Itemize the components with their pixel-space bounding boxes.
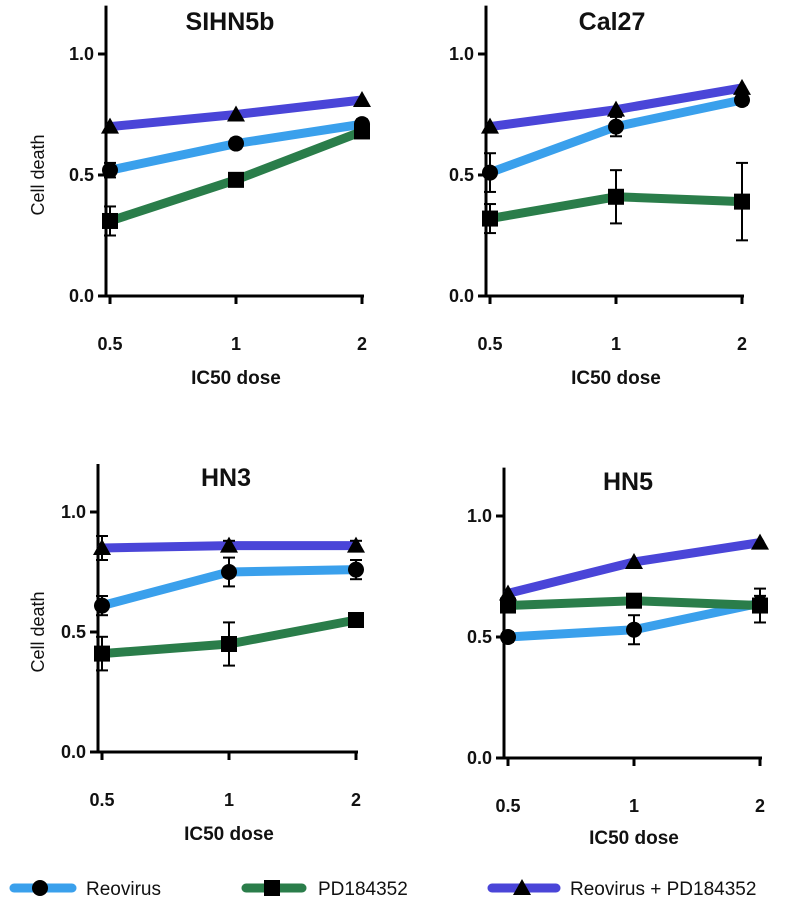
legend-item: PD184352 xyxy=(241,879,408,900)
data-point-triangle xyxy=(347,536,365,553)
y-tick-label: 0.5 xyxy=(467,627,492,647)
data-point-circle xyxy=(608,118,624,135)
data-point-square xyxy=(102,212,118,229)
data-point-triangle xyxy=(101,117,119,134)
x-tick-label: 2 xyxy=(351,790,361,810)
chart-title: Cal27 xyxy=(579,8,646,36)
data-point-square xyxy=(482,210,498,227)
legend-label: Reovirus xyxy=(86,879,161,900)
x-tick-label: 0.5 xyxy=(97,334,122,354)
x-axis-label: IC50 dose xyxy=(589,828,679,849)
data-point-circle xyxy=(734,91,750,108)
data-point-triangle xyxy=(227,105,245,122)
data-point-square xyxy=(94,645,110,662)
y-tick-label: 1.0 xyxy=(467,506,492,526)
x-axis-label: IC50 dose xyxy=(571,368,661,389)
x-tick-label: 1 xyxy=(231,334,241,354)
y-tick-label: 0.0 xyxy=(61,742,86,762)
x-tick-label: 1 xyxy=(224,790,234,810)
legend-label: PD184352 xyxy=(318,879,408,900)
chart-panel-2: Cal27 0.0 0.5 1.0 0.5 1 2 IC50 dose xyxy=(449,5,751,389)
data-point-circle xyxy=(102,162,118,179)
y-tick-label: 0.5 xyxy=(449,165,474,185)
data-point-triangle xyxy=(93,539,111,555)
data-point-circle xyxy=(500,629,516,645)
x-tick-label: 1 xyxy=(611,334,621,354)
y-tick-label: 0.0 xyxy=(69,286,94,306)
y-tick-label: 0.0 xyxy=(467,748,492,768)
data-point-triangle xyxy=(481,117,499,134)
x-tick-label: 0.5 xyxy=(495,796,520,816)
chart-panel-1: SIHN5b 0.0 0.5 1.0 0.5 1 2 IC50 dose Cell death xyxy=(28,5,371,389)
legend-marker-square xyxy=(264,880,280,896)
x-tick-label: 2 xyxy=(357,334,367,354)
data-point-circle xyxy=(94,597,110,614)
x-tick-label: 0.5 xyxy=(89,790,114,810)
data-point-triangle xyxy=(751,533,769,550)
chart-title: SIHN5b xyxy=(186,8,275,36)
x-axis-label: IC50 dose xyxy=(184,824,274,845)
x-tick-label: 1 xyxy=(629,796,639,816)
data-point-triangle xyxy=(353,90,371,107)
data-point-square xyxy=(734,193,750,210)
y-tick-label: 0.5 xyxy=(61,622,86,642)
data-point-triangle xyxy=(607,100,625,117)
legend-item: Reovirus xyxy=(9,879,161,900)
legend-marker-triangle xyxy=(513,879,531,895)
data-point-triangle xyxy=(220,536,238,553)
data-point-triangle xyxy=(625,552,643,569)
data-point-square xyxy=(626,592,642,609)
data-point-square xyxy=(354,123,370,140)
y-tick-label: 1.0 xyxy=(449,44,474,64)
legend: Reovirus PD184352 Reovirus + PD184352 xyxy=(9,879,756,900)
data-point-square xyxy=(228,171,244,188)
data-point-circle xyxy=(348,561,364,578)
y-tick-label: 0.5 xyxy=(69,165,94,185)
data-point-triangle xyxy=(499,584,517,601)
data-point-circle xyxy=(482,164,498,181)
chart-title: HN3 xyxy=(201,464,251,492)
legend-marker-circle xyxy=(32,880,48,896)
data-point-circle xyxy=(626,621,642,638)
legend-label: Reovirus + PD184352 xyxy=(570,879,756,900)
data-point-square xyxy=(500,597,516,614)
x-tick-label: 2 xyxy=(737,334,747,354)
y-tick-label: 1.0 xyxy=(69,44,94,64)
data-point-square xyxy=(348,612,364,628)
y-tick-label: 1.0 xyxy=(61,502,86,522)
chart-panel-3: HN3 0.0 0.5 1.0 0.5 1 2 IC50 dose Cell death xyxy=(28,464,365,845)
data-point-square xyxy=(221,636,237,652)
data-point-triangle xyxy=(733,78,751,95)
legend-item: Reovirus + PD184352 xyxy=(487,879,756,900)
y-tick-label: 0.0 xyxy=(449,286,474,306)
data-point-square xyxy=(608,188,624,205)
x-axis-label: IC50 dose xyxy=(191,368,281,389)
y-axis-label: Cell death xyxy=(28,134,48,215)
x-tick-label: 2 xyxy=(755,796,765,816)
chart-title: HN5 xyxy=(603,468,653,496)
data-point-circle xyxy=(221,564,237,580)
data-point-square xyxy=(752,597,768,614)
data-point-circle xyxy=(228,135,244,152)
x-tick-label: 0.5 xyxy=(477,334,502,354)
y-axis-label: Cell death xyxy=(28,591,48,672)
chart-panel-4: HN5 0.0 0.5 1.0 0.5 1 2 IC50 dose xyxy=(467,467,769,849)
